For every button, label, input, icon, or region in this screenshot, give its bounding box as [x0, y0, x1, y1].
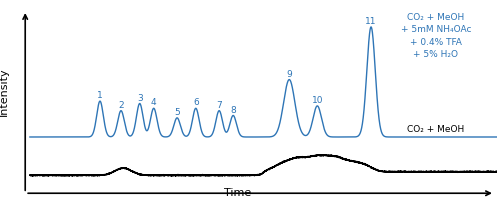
Text: 10: 10: [312, 96, 323, 105]
Text: 11: 11: [366, 17, 377, 26]
Text: CO₂ + MeOH: CO₂ + MeOH: [407, 125, 465, 134]
Text: 7: 7: [216, 100, 222, 109]
Text: Time: Time: [224, 187, 251, 197]
Text: 1: 1: [97, 91, 103, 100]
Text: 3: 3: [137, 93, 142, 102]
Text: 4: 4: [151, 98, 156, 107]
Text: 6: 6: [193, 98, 198, 107]
Text: 5: 5: [174, 107, 180, 117]
Text: 9: 9: [286, 69, 292, 78]
Text: 2: 2: [118, 100, 124, 109]
Text: 8: 8: [230, 105, 236, 114]
Text: CO₂ + MeOH
+ 5mM NH₄OAc
+ 0.4% TFA
+ 5% H₂O: CO₂ + MeOH + 5mM NH₄OAc + 0.4% TFA + 5% …: [400, 13, 471, 59]
Text: Intensity: Intensity: [0, 67, 9, 115]
